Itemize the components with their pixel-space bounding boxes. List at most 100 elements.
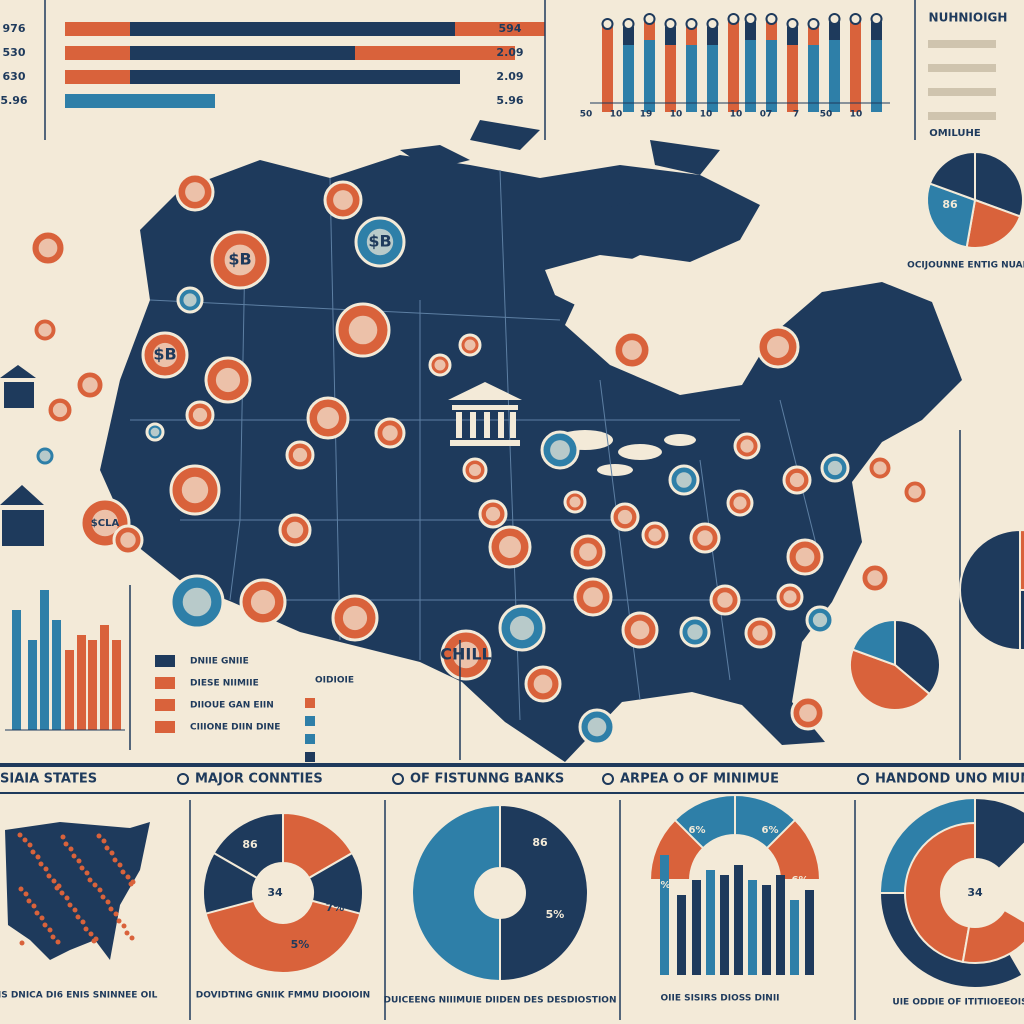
label: 86 [942,198,958,211]
marker-center [827,460,843,476]
column [734,865,743,975]
label: 34 [267,886,283,899]
mini-marker [100,894,106,900]
pie-slice [202,851,259,915]
pie-slice [928,150,976,202]
marker-center [366,228,394,256]
column [762,885,771,975]
label: 976 [3,22,26,35]
marker-center [292,447,308,463]
column [829,22,840,112]
pie-slice [959,528,1021,652]
label: HANDOND UNO MIUNIVE [875,772,1024,787]
mini-marker [47,927,53,933]
mini-marker [60,834,66,840]
mini-marker [79,865,85,871]
label: 10 [670,110,683,120]
column [686,27,697,112]
column-cap [849,13,862,25]
column-cap [807,18,820,30]
island [560,170,650,210]
label: 6% [654,880,671,891]
column-cap [786,18,799,30]
column [787,27,798,45]
bar [355,46,515,60]
column [686,27,697,45]
placeholder-line [928,40,996,48]
marker-center [224,244,256,276]
mini-marker [75,914,81,920]
mini-marker [46,873,52,879]
placeholder-line [928,64,996,72]
mini-marker [30,849,36,855]
bullet [857,773,869,785]
label: DNIIE GNIIE [190,657,249,667]
marker-center [908,485,922,499]
bullet [602,773,614,785]
mini-marker [83,926,89,932]
mini-marker [129,935,135,941]
legend-swatch [155,721,175,733]
column [677,895,686,975]
marker-center [733,496,747,510]
mini-marker [76,858,82,864]
island [650,140,720,175]
column [623,27,634,112]
mini-marker [121,923,127,929]
marker-center [52,402,68,418]
label: 5% [291,938,310,951]
marker-center [569,496,581,508]
label: CIIIONE DIIN DINE [190,723,280,733]
label: 50 [580,110,593,120]
label: $B [153,345,176,364]
label: 5.96 [0,94,27,107]
label: 10 [700,110,713,120]
column [728,22,739,40]
marker-center [630,620,650,640]
bay [545,255,705,330]
label: DOVIDTING GNIIK FMMU DIOOIOIN [196,991,370,1001]
label: $B [228,250,251,269]
column [748,880,757,975]
bar [65,22,460,36]
mini-map [5,822,150,960]
bar [65,46,450,60]
pie-slice [849,648,931,711]
mini-marker [59,890,65,896]
mini-marker [96,833,102,839]
mini-marker [18,886,24,892]
bank-icon [0,485,44,546]
bar [65,70,130,84]
land [100,155,962,762]
mini-marker [35,854,41,860]
label: DIHCINIIS DNICA DI6 ENIS SNINNEE OIL [0,991,158,1001]
pie-slice [411,803,501,983]
marker-center [622,340,642,360]
marker-center [767,336,789,358]
mini-marker [71,853,77,859]
placeholder-line [928,88,996,96]
column [808,27,819,112]
marker-center [617,509,633,525]
marker-center [82,377,98,393]
label: UIE ODDIE OF ITITIIOEEOIS [892,998,1024,1008]
pie-slice [1019,589,1024,652]
marker-center [348,315,378,345]
column [745,22,756,112]
marker-center [485,506,501,522]
label: DIIOUE GAN EIIN [190,701,274,711]
label: 5.96 [496,94,523,107]
column [100,625,109,730]
marker-center [286,521,304,539]
mini-marker [68,846,74,852]
label: 594 [499,22,522,35]
mini-marker [87,877,93,883]
column [644,22,655,112]
column [728,22,739,112]
island [400,145,470,170]
marker-center [39,450,51,462]
bar [65,22,130,36]
mini-marker [31,903,37,909]
pie-slice [974,150,1024,218]
